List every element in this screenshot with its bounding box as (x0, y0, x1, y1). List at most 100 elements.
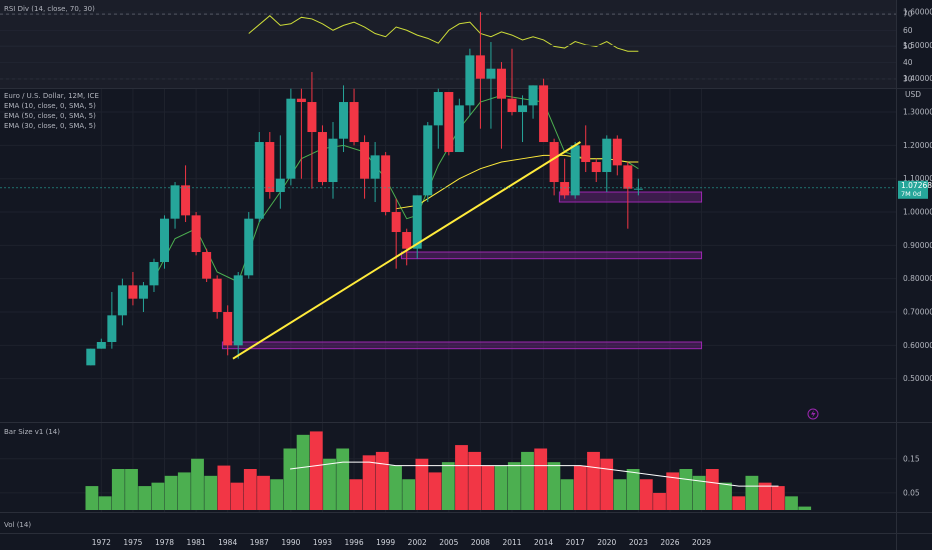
candle[interactable] (328, 122, 338, 199)
candle[interactable] (360, 135, 370, 199)
candle[interactable] (444, 92, 454, 156)
candle[interactable] (507, 48, 517, 116)
candle[interactable] (412, 195, 422, 259)
candle[interactable] (181, 165, 191, 223)
barsize-bar[interactable] (98, 496, 112, 510)
barsize-bar[interactable] (151, 482, 165, 510)
candle[interactable] (465, 48, 475, 116)
ema-50-legend[interactable]: EMA (50, close, 0, SMA, 5) (4, 112, 96, 120)
barsize-bar[interactable] (587, 451, 600, 510)
candle[interactable] (402, 228, 412, 266)
barsize-bar[interactable] (270, 479, 284, 510)
candle[interactable] (454, 98, 464, 153)
barsize-bar[interactable] (204, 475, 218, 510)
rsi-legend[interactable]: RSI Div (14, close, 70, 30) (4, 5, 95, 13)
barsize-bar[interactable] (666, 472, 680, 510)
vol-legend[interactable]: Vol (14) (4, 521, 31, 529)
barsize-bar[interactable] (230, 482, 244, 510)
barsize-bar[interactable] (785, 496, 798, 510)
candle[interactable] (223, 305, 233, 356)
candle[interactable] (370, 142, 380, 203)
barsize-bar[interactable] (468, 451, 482, 510)
candle[interactable] (528, 85, 538, 119)
candle[interactable] (581, 125, 591, 173)
barsize-bar[interactable] (745, 475, 759, 510)
x-axis[interactable]: 1972 1975 1978 1981 1984 1987 1990 1993 1996 1999… (92, 538, 712, 547)
candle[interactable] (307, 72, 317, 189)
barsize-bar[interactable] (296, 434, 310, 510)
barsize-bar[interactable] (639, 479, 653, 510)
candle[interactable] (433, 88, 443, 149)
barsize-bar[interactable] (455, 445, 468, 510)
barsize-legend[interactable]: Bar Size v1 (14) (4, 428, 60, 436)
candle[interactable] (549, 138, 559, 196)
candle[interactable] (233, 272, 243, 359)
candle[interactable] (591, 158, 601, 183)
barsize-bar[interactable] (719, 482, 732, 510)
candle[interactable] (475, 12, 485, 129)
lightning-icon[interactable] (807, 408, 819, 420)
barsize-bar[interactable] (494, 465, 508, 510)
candle[interactable] (254, 132, 264, 223)
barsize-bar[interactable] (415, 458, 429, 510)
candle[interactable] (423, 122, 433, 203)
candle[interactable] (560, 158, 570, 199)
candle[interactable] (107, 292, 117, 349)
candle[interactable] (96, 338, 106, 349)
barsize-bar[interactable] (560, 479, 574, 510)
candle[interactable] (602, 135, 612, 193)
ema-10-legend[interactable]: EMA (10, close, 0, SMA, 5) (4, 102, 96, 110)
barsize-bar[interactable] (626, 469, 640, 510)
candle[interactable] (349, 88, 359, 146)
candle[interactable] (496, 62, 506, 149)
barsize-bar[interactable] (349, 479, 363, 510)
barsize-bar[interactable] (402, 479, 416, 510)
barsize-bar[interactable] (257, 475, 270, 510)
barsize-bar[interactable] (283, 448, 297, 511)
candle[interactable] (486, 42, 496, 129)
support-zone[interactable] (558, 191, 703, 203)
candle[interactable] (518, 95, 528, 143)
barsize-bar[interactable] (428, 472, 442, 510)
candle[interactable] (160, 215, 170, 269)
barsize-bar[interactable] (732, 496, 746, 510)
barsize-bar[interactable] (138, 486, 152, 510)
barsize-bar[interactable] (573, 465, 587, 510)
barsize-bar[interactable] (336, 448, 350, 511)
barsize-bar[interactable] (164, 475, 178, 510)
candle[interactable] (286, 88, 296, 186)
candle[interactable] (265, 132, 275, 199)
candle[interactable] (191, 212, 201, 256)
ema-30-legend[interactable]: EMA (30, close, 0, SMA, 5) (4, 122, 96, 130)
barsize-bar[interactable] (758, 482, 772, 510)
barsize-bar[interactable] (653, 492, 666, 510)
barsize-bar[interactable] (243, 469, 257, 510)
candle[interactable] (202, 248, 212, 283)
barsize-bar[interactable] (613, 479, 627, 510)
barsize-bar[interactable] (521, 451, 534, 510)
candle[interactable] (633, 178, 643, 196)
barsize-bar[interactable] (547, 462, 561, 510)
candle[interactable] (339, 85, 349, 153)
candle[interactable] (296, 88, 306, 179)
barsize-bar[interactable] (191, 458, 204, 510)
support-zone[interactable] (221, 341, 703, 350)
barsize-bar[interactable] (798, 506, 812, 510)
barsize-bar[interactable] (534, 448, 548, 511)
barsize-bar[interactable] (481, 465, 495, 510)
symbol-legend[interactable]: Euro / U.S. Dollar, 12M, ICE (4, 92, 99, 100)
barsize-bar[interactable] (125, 469, 138, 510)
barsize-bar[interactable] (375, 451, 389, 510)
candle[interactable] (275, 135, 285, 209)
barsize-bar[interactable] (507, 462, 521, 510)
candle[interactable] (317, 125, 327, 186)
barsize-bar[interactable] (177, 472, 191, 510)
candle[interactable] (149, 258, 159, 293)
support-zone[interactable] (400, 251, 703, 260)
candle[interactable] (570, 142, 580, 199)
barsize-bar[interactable] (692, 475, 706, 510)
barsize-bar[interactable] (600, 458, 614, 510)
candle[interactable] (117, 278, 127, 326)
barsize-bar[interactable] (111, 469, 125, 510)
barsize-bar[interactable] (85, 486, 99, 510)
